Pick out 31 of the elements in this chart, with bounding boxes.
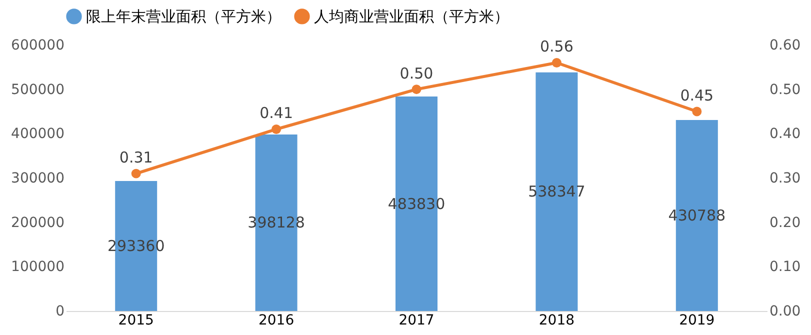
y-tick-label: 400000 (11, 126, 64, 142)
x-tick-label: 2016 (258, 312, 294, 328)
point (552, 58, 562, 68)
data-label: 0.31 (119, 148, 153, 167)
y2-tick-label: 0.30 (770, 170, 801, 186)
data-label: 0.41 (260, 104, 294, 122)
y-tick-label: 200000 (11, 214, 64, 231)
point (131, 168, 141, 178)
y-tick-label: 500000 (11, 82, 64, 98)
x-tick-label: 2017 (398, 312, 434, 328)
y2-tick-label: 0.00 (770, 304, 801, 320)
data-label: 0.45 (680, 86, 714, 104)
point (692, 106, 702, 116)
y-tick-label: 600000 (11, 38, 64, 54)
y2-tick-label: 0.60 (770, 38, 801, 54)
legend-label: 限上年末营业面积（平方米） (86, 7, 281, 26)
x-tick-label: 2018 (538, 312, 575, 328)
y-tick-label: 300000 (11, 170, 64, 186)
x-tick-label: 2015 (118, 312, 154, 328)
y-tick-label: 100000 (11, 259, 64, 276)
legend-label: 人均商业营业面积（平方米） (314, 7, 509, 26)
data-label: 0.50 (400, 64, 434, 82)
x-tick-label: 2019 (679, 312, 715, 328)
data-label: 0.56 (540, 38, 574, 56)
y2-tick-label: 0.10 (770, 259, 801, 276)
point (412, 84, 422, 94)
point (272, 124, 282, 134)
y2-tick-label: 0.40 (770, 126, 801, 142)
y2-tick-label: 0.50 (770, 82, 801, 98)
y-tick-label: 0 (56, 304, 64, 320)
y2-tick-label: 0.20 (770, 214, 801, 231)
